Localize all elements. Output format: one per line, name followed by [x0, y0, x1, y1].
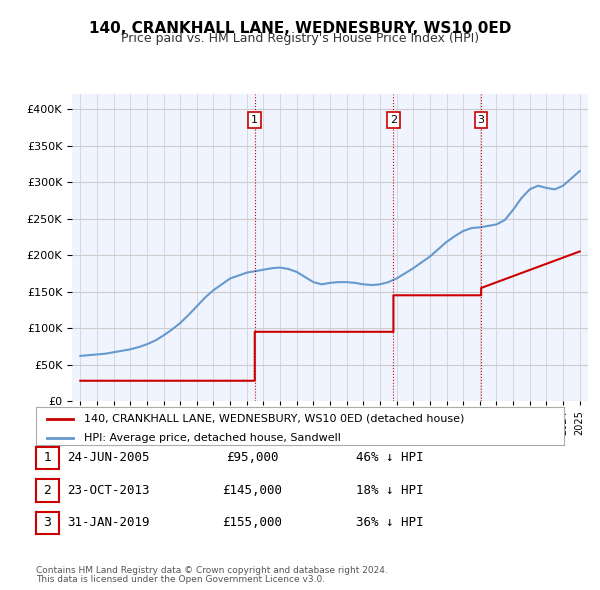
- Text: 3: 3: [478, 115, 485, 125]
- Text: Price paid vs. HM Land Registry's House Price Index (HPI): Price paid vs. HM Land Registry's House …: [121, 32, 479, 45]
- Text: 3: 3: [43, 516, 52, 529]
- Text: 31-JAN-2019: 31-JAN-2019: [67, 516, 149, 529]
- Text: This data is licensed under the Open Government Licence v3.0.: This data is licensed under the Open Gov…: [36, 575, 325, 584]
- Text: Contains HM Land Registry data © Crown copyright and database right 2024.: Contains HM Land Registry data © Crown c…: [36, 566, 388, 575]
- Text: 140, CRANKHALL LANE, WEDNESBURY, WS10 0ED (detached house): 140, CRANKHALL LANE, WEDNESBURY, WS10 0E…: [83, 414, 464, 424]
- Text: 24-JUN-2005: 24-JUN-2005: [67, 451, 149, 464]
- Text: 140, CRANKHALL LANE, WEDNESBURY, WS10 0ED: 140, CRANKHALL LANE, WEDNESBURY, WS10 0E…: [89, 21, 511, 35]
- Text: 36% ↓ HPI: 36% ↓ HPI: [356, 516, 424, 529]
- Text: 2: 2: [43, 484, 52, 497]
- Text: 1: 1: [43, 451, 52, 464]
- Text: HPI: Average price, detached house, Sandwell: HPI: Average price, detached house, Sand…: [83, 433, 340, 442]
- Text: £155,000: £155,000: [222, 516, 282, 529]
- Text: 23-OCT-2013: 23-OCT-2013: [67, 484, 149, 497]
- Text: £145,000: £145,000: [222, 484, 282, 497]
- Text: 18% ↓ HPI: 18% ↓ HPI: [356, 484, 424, 497]
- Text: 46% ↓ HPI: 46% ↓ HPI: [356, 451, 424, 464]
- Text: 1: 1: [251, 115, 258, 125]
- Text: £95,000: £95,000: [226, 451, 278, 464]
- Text: 2: 2: [390, 115, 397, 125]
